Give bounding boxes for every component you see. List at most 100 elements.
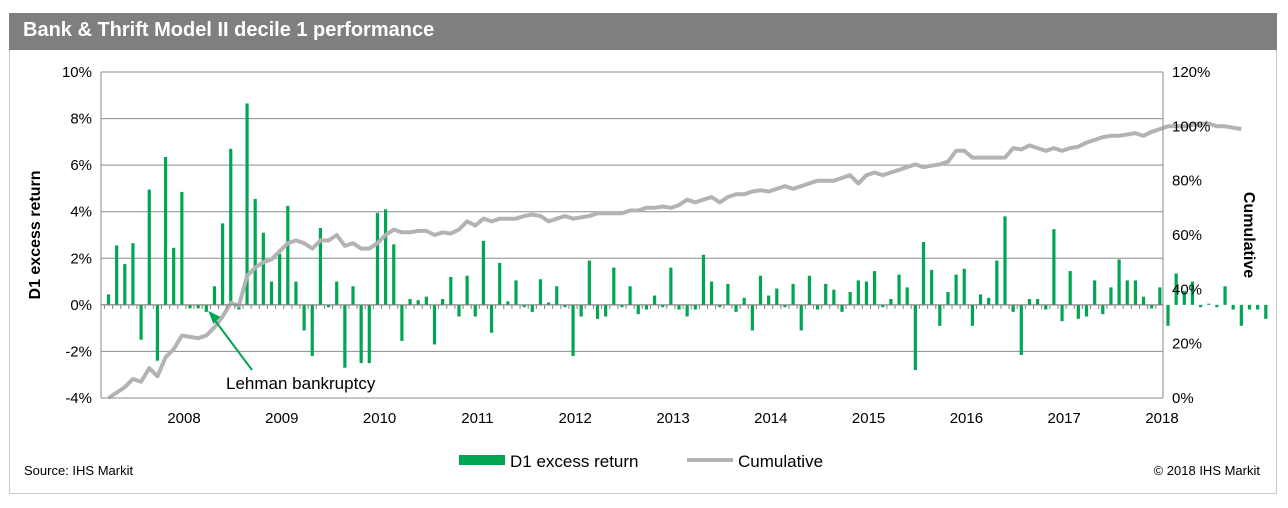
bar [1199,304,1203,308]
y-left-axis-title: D1 excess return [27,171,44,300]
bar [1231,304,1235,310]
bar [547,302,551,305]
bar [571,304,575,357]
bar [424,296,428,305]
x-tick-label: 2011 [461,410,493,427]
bar [767,295,771,305]
bar [1150,304,1154,309]
bar [864,281,869,305]
bar [473,304,477,317]
bar [1166,304,1170,326]
bar [188,304,192,309]
bar [530,304,534,312]
bar [147,189,151,305]
bar [384,209,388,305]
bar [1084,304,1089,317]
annotation: Lehman bankruptcy [208,310,376,393]
bar [1117,259,1121,305]
bar [489,304,494,333]
bar [229,148,233,305]
bar [970,304,974,326]
bar [522,304,526,308]
y-left-tick-label: 0% [70,297,92,314]
x-tick-label: 2013 [656,410,689,427]
bar [335,281,339,305]
bar [481,240,485,305]
bar [1239,304,1243,326]
x-tick-label: 2017 [1048,410,1081,427]
bar [457,304,461,317]
bar [432,304,437,345]
bar [514,280,518,305]
bar [498,262,502,305]
bar [889,299,893,305]
bar [375,212,380,305]
bar [954,274,958,305]
bar [310,304,314,357]
legend-swatch-bar [459,455,505,465]
bar [807,275,811,305]
y-right-tick-label: 20% [1172,336,1202,353]
bar [644,304,648,310]
bar [791,283,795,305]
y-left-tick-label: -2% [65,343,92,360]
bar [286,205,290,305]
bar [1093,280,1097,305]
bar [1011,304,1015,312]
y-right-tick-label: 100% [1172,118,1210,135]
bar [359,304,363,364]
bar [710,281,714,305]
legend-label-bar: D1 excess return [510,452,639,471]
bar [180,191,184,305]
bar [661,304,665,308]
bar [946,292,950,305]
x-tick-label: 2008 [167,410,200,427]
annotation-arrow-line [211,316,253,371]
x-tick-label: 2014 [754,410,787,427]
bar [1174,273,1178,305]
bar [221,223,225,305]
bar [799,304,803,331]
x-tick-label: 2018 [1145,410,1178,427]
bar [253,198,257,305]
bar [269,281,274,305]
bar [1027,299,1032,305]
bar [677,304,681,310]
bar [278,253,282,305]
bar [856,280,860,305]
y-right-tick-label: 80% [1172,173,1202,190]
bar [1207,303,1211,305]
bar [881,304,885,308]
bar [302,304,306,331]
bar [758,275,763,305]
bar [824,283,828,305]
bar [163,156,168,305]
bar [1133,280,1137,305]
y-right-tick-label: 0% [1172,390,1194,407]
bar [449,276,453,305]
bar [115,245,119,305]
legend-label-line: Cumulative [738,452,823,471]
bar [1003,216,1007,305]
bar [604,304,608,317]
y-right-axis-title: Cumulative [1240,192,1257,278]
y-left-tick-label: 6% [70,157,92,174]
bar [196,304,200,309]
bar [840,304,844,312]
bar [701,254,706,305]
y-left-tick-label: 8% [70,111,92,128]
bar [726,283,730,305]
bar [612,267,616,305]
cumulative-line [107,121,1242,400]
bar [555,286,559,305]
bar [106,294,111,305]
bar [987,297,991,305]
bar [742,297,746,305]
bar [750,304,754,331]
bar [669,267,673,305]
bar [318,228,322,305]
bar [734,304,738,312]
bar [367,304,371,364]
bars-series [106,103,1268,371]
bar [212,286,217,305]
